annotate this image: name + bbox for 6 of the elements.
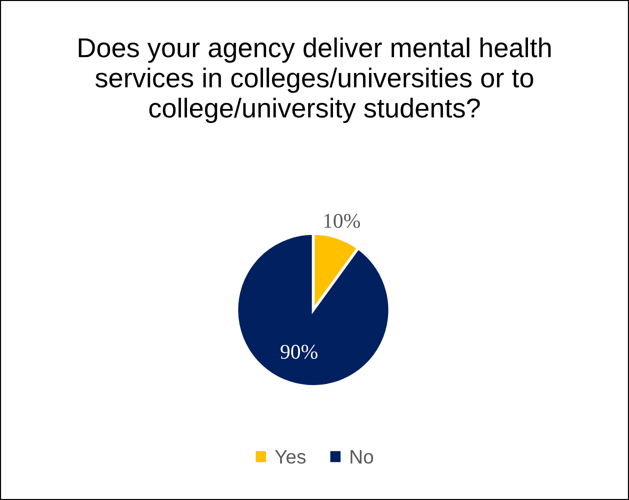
legend-label: No (350, 450, 374, 464)
data-label: 10% (324, 214, 360, 228)
chart-title: Does your agency deliver mental health services in colleges/universities or to college/university students? (78, 38, 551, 124)
legend-label: Yes (274, 450, 306, 464)
pie-slice (235, 232, 392, 388)
data-label: 90% (280, 344, 318, 359)
